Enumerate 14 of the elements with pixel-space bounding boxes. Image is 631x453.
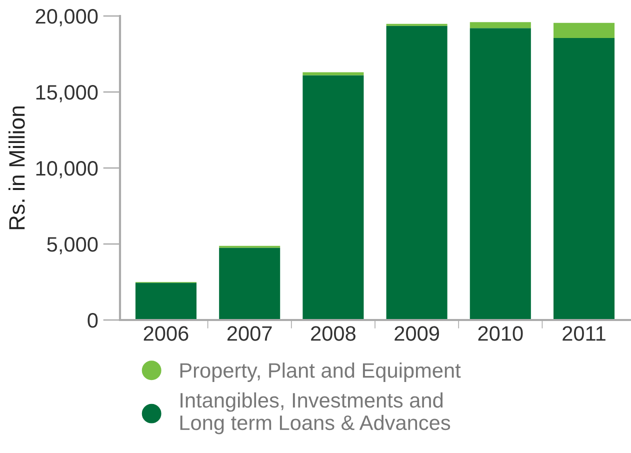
legend-label: Intangibles, Investments and Long term Loans & Advances	[180, 392, 450, 434]
x-tick-label: 2006	[144, 326, 188, 341]
x-tick-label: 2007	[227, 326, 272, 341]
legend-label: Property, Plant and Equipment	[180, 362, 461, 382]
x-tick-label: 2008	[311, 326, 356, 341]
y-tick-label: 0	[88, 313, 98, 328]
y-tick-label: 5,000	[47, 237, 98, 254]
y-tick-label: 20,000	[36, 9, 98, 26]
y-tick-label: 15,000	[36, 85, 98, 102]
y-axis-title: Rs. in Million	[8, 106, 25, 230]
x-tick-label: 2011	[562, 326, 606, 341]
x-tick-label: 2010	[478, 326, 523, 341]
x-tick-label: 2009	[394, 326, 439, 341]
y-tick-label: 10,000	[36, 161, 98, 178]
